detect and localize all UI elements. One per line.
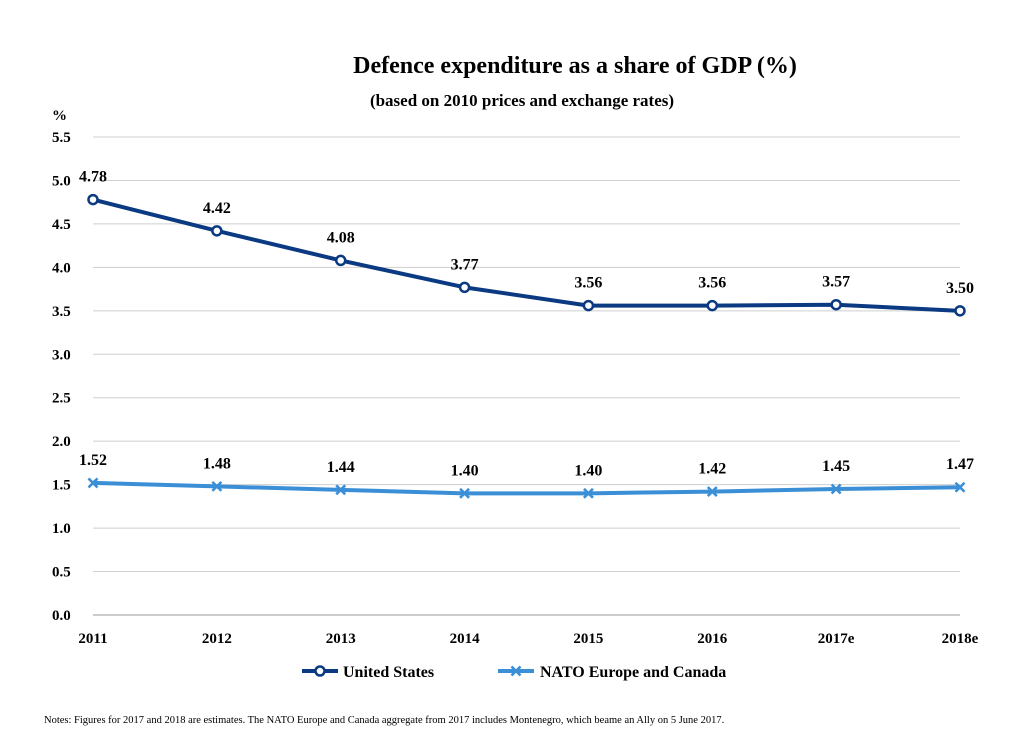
data-point [211, 225, 223, 237]
data-point [954, 481, 966, 493]
y-tick-label: 1.5 [52, 478, 71, 494]
x-tick-label: 2018e [942, 631, 979, 647]
data-label: 1.48 [203, 455, 231, 472]
y-tick-label: 5.5 [52, 130, 71, 146]
data-label: 1.40 [574, 462, 602, 479]
y-axis-unit-label: % [52, 108, 67, 124]
y-tick-label: 0.0 [52, 608, 71, 624]
data-label: 1.44 [327, 459, 355, 476]
data-point [706, 486, 718, 498]
x-tick-label: 2016 [697, 631, 728, 647]
series-line [91, 197, 962, 313]
data-label: 4.08 [327, 229, 355, 246]
data-label: 1.45 [822, 458, 850, 475]
data-point [706, 299, 719, 312]
y-tick-label: 3.5 [52, 304, 71, 320]
data-point [335, 484, 347, 496]
y-tick-label: 4.5 [52, 217, 71, 233]
data-point [459, 487, 470, 499]
data-point [583, 487, 594, 499]
chart-notes: Notes: Figures for 2017 and 2018 are est… [44, 715, 724, 726]
data-label: 3.57 [822, 274, 850, 291]
data-label: 1.52 [79, 452, 107, 469]
gridlines [93, 136, 960, 616]
data-label: 4.78 [79, 169, 107, 186]
x-tick-label: 2011 [78, 631, 107, 647]
x-tick-label: 2012 [202, 631, 232, 647]
data-point [458, 281, 471, 294]
y-tick-label: 1.0 [52, 521, 71, 537]
data-point [87, 477, 99, 489]
data-label: 3.56 [698, 275, 726, 292]
x-tick-label: 2013 [326, 631, 356, 647]
y-axis-ticks: 0.0 0.5 1.0 1.5 2.0 2.5 3.0 3.5 4.0 4.5 5.0 5.5 [52, 130, 71, 624]
legend-marker [510, 665, 522, 677]
data-label: 1.42 [698, 461, 726, 478]
y-tick-label: 2.5 [52, 391, 71, 407]
legend: United States NATO Europe and Canada [302, 664, 726, 681]
series-line [91, 480, 962, 496]
x-tick-label: 2015 [573, 631, 603, 647]
data-point [830, 298, 842, 311]
data-point [830, 483, 842, 495]
data-point [211, 480, 223, 492]
series-layer: 4.78 4.42 4.08 3.77 3.56 3.56 3.57 3.50 1.52 1.48… [79, 169, 974, 499]
x-axis-ticks: 2011 2012 2013 2014 2015 2016 2017e 2018e [78, 631, 978, 647]
data-label: 1.47 [946, 456, 974, 473]
x-tick-label: 2014 [450, 631, 481, 647]
data-label: 1.40 [451, 462, 479, 479]
data-label: 3.56 [574, 275, 602, 292]
legend-label: United States [343, 664, 434, 681]
data-point [334, 254, 347, 267]
data-point [582, 299, 595, 312]
data-point [954, 305, 966, 317]
x-tick-label: 2017e [818, 631, 855, 647]
y-tick-label: 4.0 [52, 260, 71, 276]
data-point [87, 193, 99, 206]
data-label: 3.50 [946, 280, 974, 297]
chart-subtitle: (based on 2010 prices and exchange rates… [370, 91, 674, 110]
data-label: 3.77 [451, 256, 479, 273]
chart-title: Defence expenditure as a share of GDP (%… [353, 53, 797, 79]
y-tick-label: 5.0 [52, 173, 71, 189]
y-tick-label: 3.0 [52, 347, 71, 363]
legend-label: NATO Europe and Canada [540, 664, 726, 681]
data-label: 4.42 [203, 200, 231, 217]
legend-marker [314, 665, 326, 677]
y-tick-label: 0.5 [52, 565, 71, 581]
y-tick-label: 2.0 [52, 434, 71, 450]
